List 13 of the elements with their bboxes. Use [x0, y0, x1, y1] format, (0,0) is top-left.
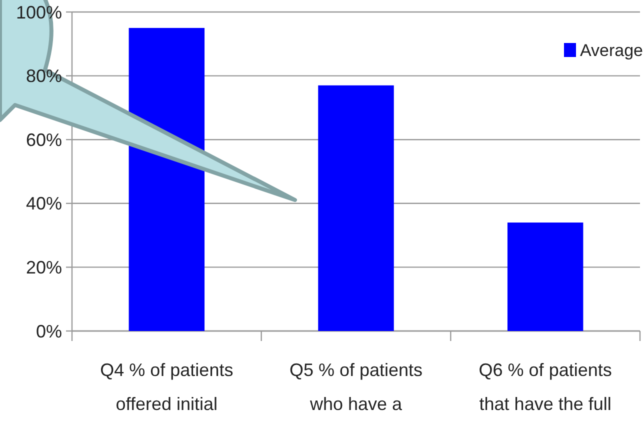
y-tick-label: 100%	[16, 2, 62, 22]
x-tick-label: Q6 % of patients that have the full	[478, 360, 612, 414]
x-tick-label: Q5 % of patients who have a	[289, 360, 423, 414]
bar	[128, 28, 205, 331]
y-tick-label: 80%	[26, 66, 62, 86]
y-tick-label: 60%	[26, 130, 62, 150]
legend-label: Average	[580, 40, 644, 60]
x-tick-label: Q4 % of patients offered initial	[100, 360, 234, 414]
bar	[507, 222, 584, 331]
y-tick-label: 20%	[26, 258, 62, 278]
y-tick-label: 40%	[26, 194, 62, 214]
y-tick-label: 0%	[36, 321, 62, 342]
bar	[318, 85, 394, 331]
